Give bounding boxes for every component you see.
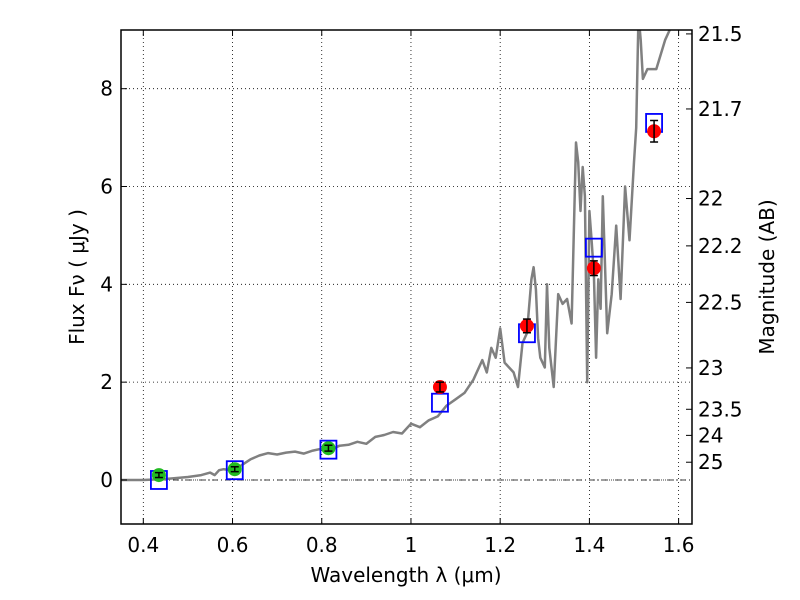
magnitude-tick-label: 22 — [698, 187, 723, 211]
y-tick-label: 4 — [100, 272, 113, 296]
x-axis-label: Wavelength λ (μm) — [310, 563, 501, 587]
y-tick-label: 8 — [100, 77, 113, 101]
magnitude-tick-label: 21.5 — [698, 22, 743, 46]
x-tick-label: 1.2 — [484, 533, 516, 557]
magnitude-tick-label: 22.5 — [698, 290, 743, 314]
x-tick-label: 1 — [405, 533, 418, 557]
magnitude-tick-label: 23.5 — [698, 397, 743, 421]
magnitude-tick-label: 21.7 — [698, 97, 743, 121]
magnitude-axis-label: Magnitude (AB) — [755, 199, 779, 354]
magnitude-tick-label: 25 — [698, 450, 723, 474]
x-tick-label: 1.6 — [663, 533, 695, 557]
x-tick-label: 1.4 — [573, 533, 605, 557]
x-tick-label: 0.8 — [306, 533, 338, 557]
y-axis-label: Flux Fν ( μJy ) — [65, 209, 89, 345]
model-spectrum-line — [121, 30, 671, 482]
y-tick-label: 2 — [100, 370, 113, 394]
magnitude-tick-label: 24 — [698, 423, 723, 447]
plot-frame — [120, 29, 693, 525]
y-tick-label: 6 — [100, 175, 113, 199]
y-tick-label: 0 — [100, 468, 113, 492]
x-tick-label: 0.4 — [127, 533, 159, 557]
model-spectrum — [121, 30, 671, 482]
model-photometry-box — [319, 439, 338, 460]
model-photometry-box — [431, 392, 449, 413]
axis-ticks: 0.4 0.6 0.8 1 1.2 1.4 1.60246821.521.72222.222… — [100, 22, 742, 557]
model-photometry-box — [584, 237, 603, 258]
magnitude-tick-label: 23 — [698, 356, 723, 380]
magnitude-tick-label: 22.2 — [698, 234, 743, 258]
model-photometry-box — [225, 460, 244, 481]
data-marks — [150, 113, 663, 490]
x-tick-label: 0.6 — [217, 533, 249, 557]
